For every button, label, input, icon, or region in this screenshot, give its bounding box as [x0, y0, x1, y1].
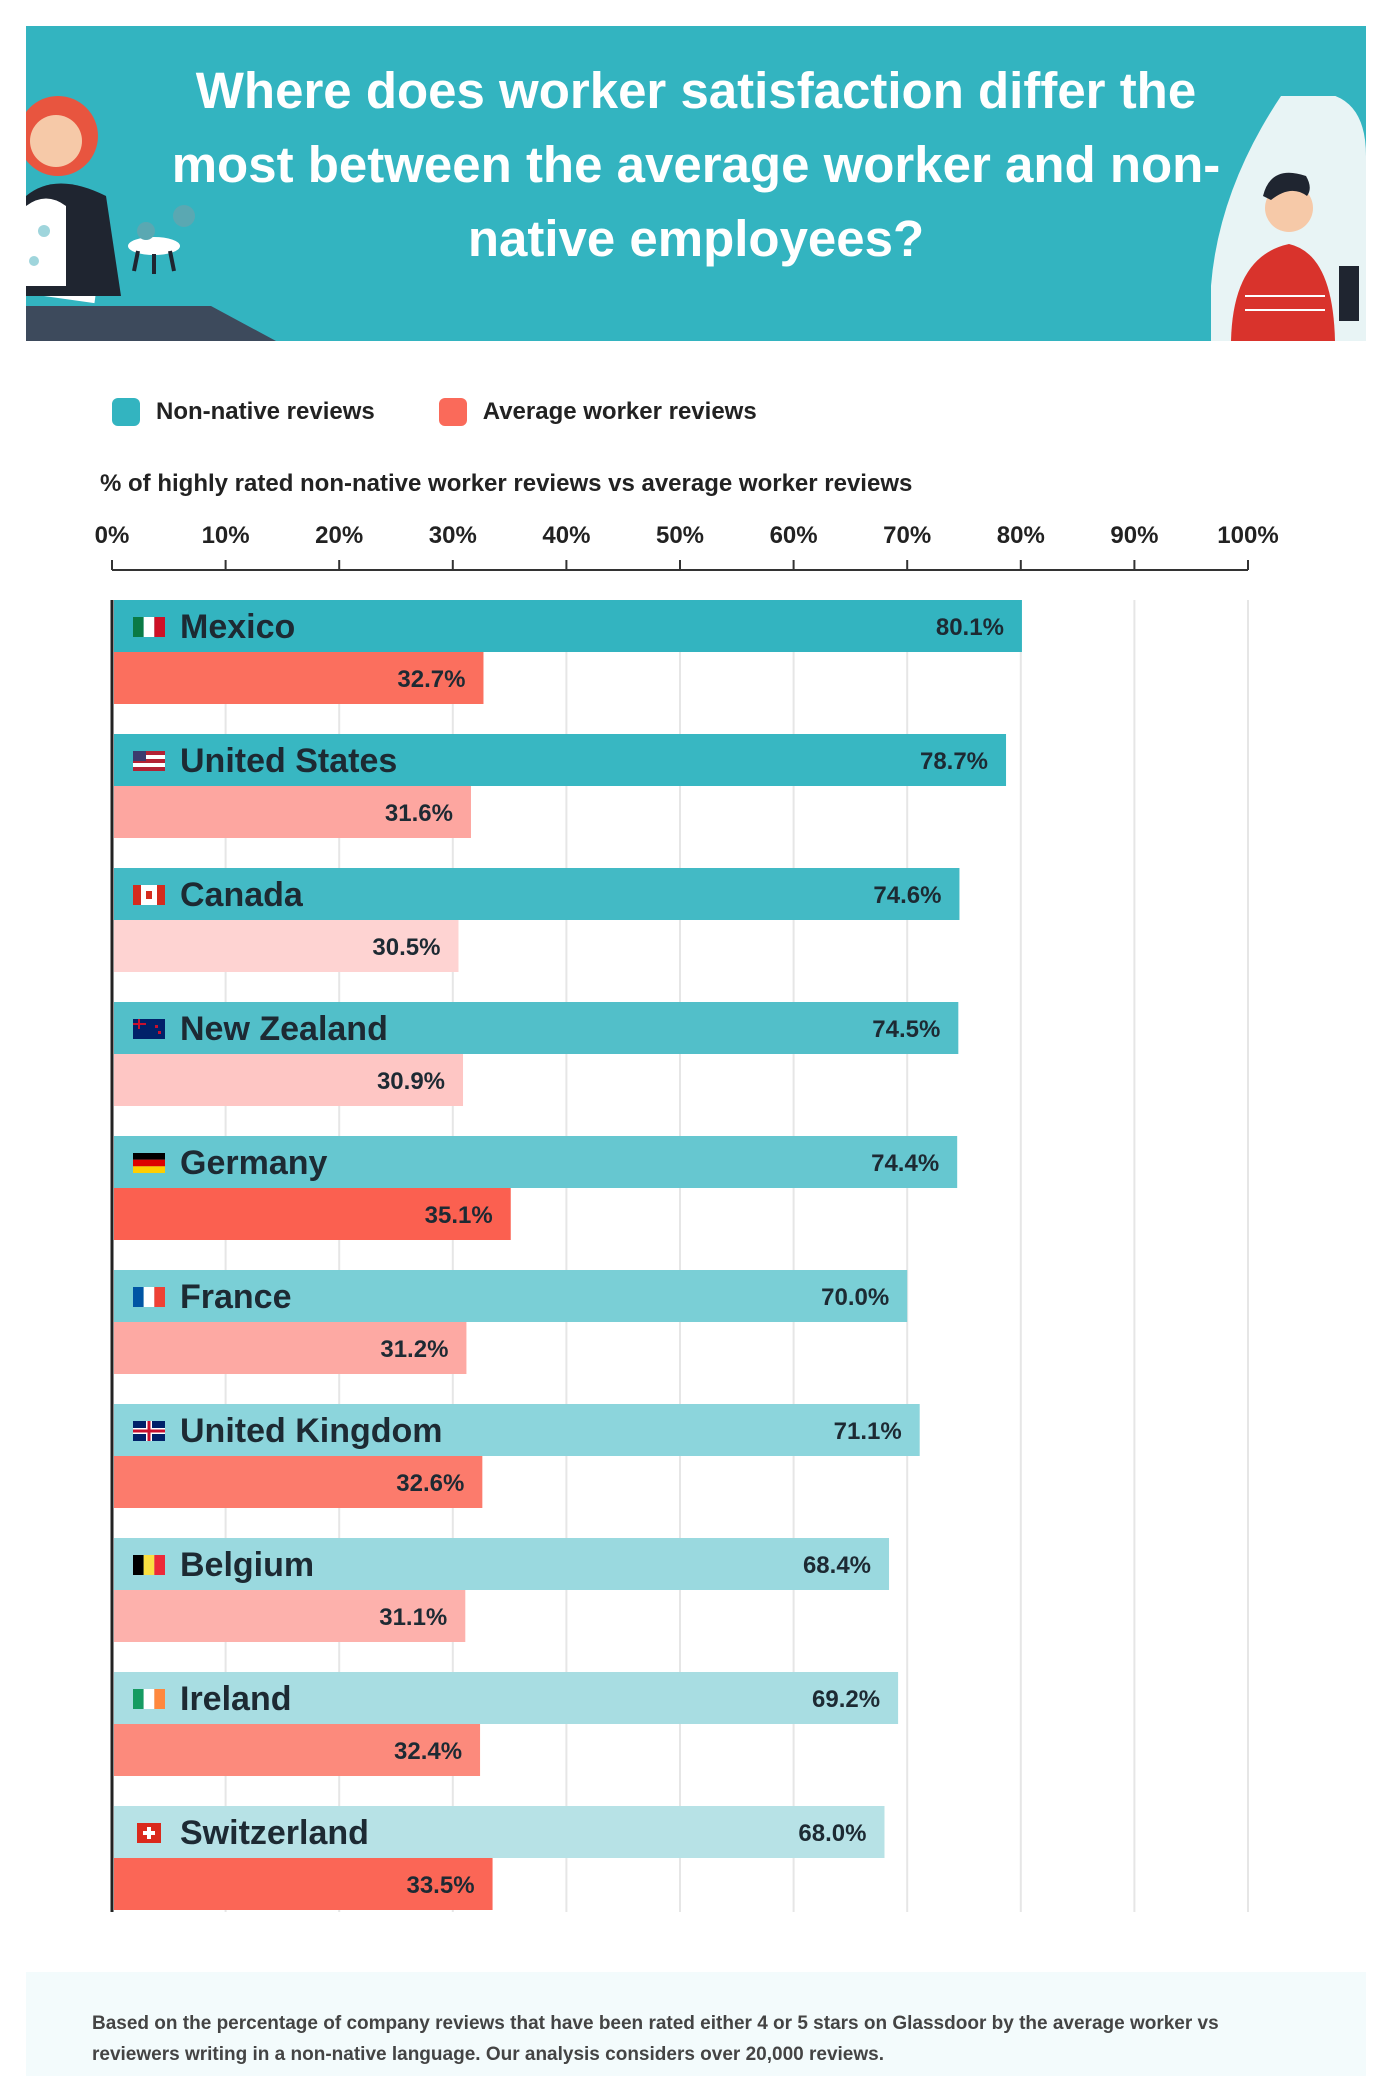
ireland-flag-icon	[133, 1689, 165, 1709]
legend-label: Non-native reviews	[156, 398, 375, 425]
coral-square-icon	[438, 398, 467, 426]
country-label: Mexico	[180, 608, 295, 646]
country-label: France	[180, 1278, 292, 1316]
average-value-label: 35.1%	[425, 1202, 493, 1229]
average-value-label: 32.4%	[394, 1738, 462, 1765]
x-tick-label: 100%	[1217, 522, 1278, 549]
non-native-value-label: 74.5%	[872, 1016, 940, 1043]
average-bar	[114, 1322, 467, 1374]
chart-legend: Non-native reviews Average worker review…	[112, 398, 757, 426]
average-bar	[114, 920, 459, 972]
legend-label: Average worker reviews	[482, 398, 757, 425]
average-value-label: 31.6%	[385, 800, 453, 827]
non-native-bar	[114, 1404, 920, 1456]
page-title: Where does worker satisfaction differ th…	[171, 62, 1221, 267]
canada-flag-icon	[133, 885, 165, 905]
non-native-bar	[114, 1806, 885, 1858]
average-bar	[114, 1590, 466, 1642]
footnote-text: Based on the percentage of company revie…	[92, 2013, 1219, 2065]
country-label: New Zealand	[180, 1010, 388, 1048]
non-native-value-label: 68.4%	[803, 1552, 871, 1579]
non-native-value-label: 70.0%	[821, 1284, 889, 1311]
legend-item-average: Average worker reviews	[438, 398, 757, 426]
country-label: Ireland	[180, 1680, 291, 1718]
non-native-bar	[114, 1672, 899, 1724]
non-native-bar	[114, 868, 960, 920]
new-zealand-flag-icon	[133, 1019, 165, 1039]
non-native-value-label: 69.2%	[812, 1686, 880, 1713]
x-tick-label: 80%	[997, 522, 1045, 549]
x-tick-label: 30%	[429, 522, 477, 549]
belgium-flag-icon	[133, 1555, 165, 1575]
average-value-label: 31.1%	[379, 1604, 447, 1631]
france-flag-icon	[133, 1287, 165, 1307]
average-bar	[114, 1188, 511, 1240]
bar-chart: 0% 10% 20% 30% 40% 50% 60% 70% 80% 90% 100% 80.1% 32…	[95, 522, 1279, 1912]
average-bar	[114, 1724, 481, 1776]
non-native-value-label: 74.6%	[873, 882, 941, 909]
switzerland-flag-icon	[137, 1823, 161, 1843]
average-bar	[114, 1054, 464, 1106]
non-native-bar	[114, 1270, 908, 1322]
average-value-label: 31.2%	[380, 1336, 448, 1363]
x-tick-label: 60%	[770, 522, 818, 549]
country-label: United Kingdom	[180, 1412, 443, 1450]
country-label: Switzerland	[180, 1814, 369, 1852]
mexico-flag-icon	[133, 617, 165, 637]
average-value-label: 32.7%	[397, 666, 465, 693]
non-native-bar	[114, 1136, 958, 1188]
average-bar	[114, 652, 484, 704]
country-label: United States	[180, 742, 397, 780]
country-label: Belgium	[180, 1546, 314, 1584]
x-tick-label: 10%	[202, 522, 250, 549]
x-tick-label: 50%	[656, 522, 704, 549]
legend-item-non-native: Non-native reviews	[112, 398, 375, 426]
x-tick-label: 20%	[315, 522, 363, 549]
average-value-label: 32.6%	[396, 1470, 464, 1497]
average-bar	[114, 786, 471, 838]
teal-square-icon	[112, 398, 140, 426]
x-tick-label: 70%	[883, 522, 931, 549]
country-label: Canada	[180, 876, 304, 914]
non-native-bar	[114, 734, 1007, 786]
x-tick-label: 40%	[542, 522, 590, 549]
footnote-box: Based on the percentage of company revie…	[26, 1972, 1366, 2076]
chart-title: % of highly rated non-native worker revi…	[100, 470, 913, 497]
average-bar	[114, 1456, 483, 1508]
non-native-value-label: 78.7%	[920, 748, 988, 775]
non-native-value-label: 80.1%	[936, 614, 1004, 641]
non-native-value-label: 68.0%	[798, 1820, 866, 1847]
germany-flag-icon	[133, 1153, 165, 1173]
non-native-bar	[114, 600, 1022, 652]
non-native-bar	[114, 1002, 959, 1054]
united-kingdom-flag-icon	[133, 1421, 165, 1441]
man-at-desk-illustration	[1211, 96, 1366, 341]
country-label: Germany	[180, 1144, 327, 1182]
average-bar	[114, 1858, 493, 1910]
united-states-flag-icon	[133, 751, 165, 771]
non-native-value-label: 74.4%	[871, 1150, 939, 1177]
average-value-label: 30.5%	[372, 934, 440, 961]
x-tick-label: 90%	[1110, 522, 1158, 549]
woman-at-desk-illustration	[26, 96, 276, 341]
average-value-label: 33.5%	[406, 1872, 474, 1899]
header-banner: Where does worker satisfaction differ th…	[26, 26, 1366, 341]
non-native-bar	[114, 1538, 890, 1590]
non-native-value-label: 71.1%	[834, 1418, 902, 1445]
average-value-label: 30.9%	[377, 1068, 445, 1095]
x-tick-label: 0%	[95, 522, 130, 549]
